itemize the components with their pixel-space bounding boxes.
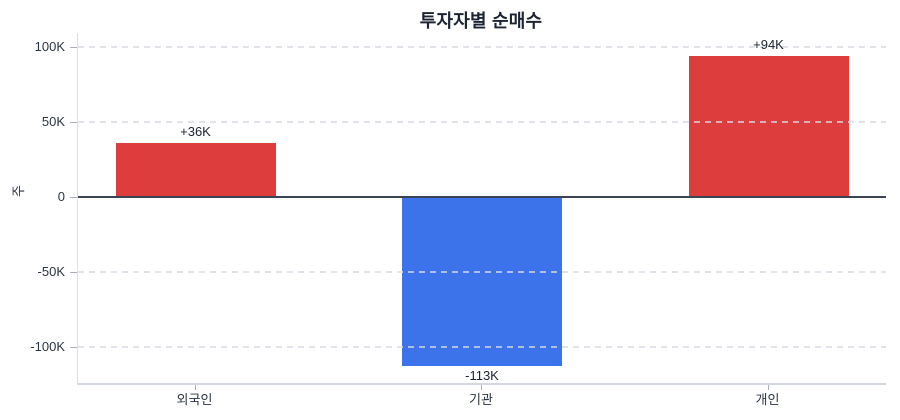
gridline <box>78 345 886 348</box>
bar-value-label: +36K <box>180 123 211 139</box>
y-tick-mark <box>70 271 77 273</box>
bar-value-label: +94K <box>753 36 784 52</box>
x-tick-mark <box>767 385 769 390</box>
y-tick-label: 100K <box>34 38 65 54</box>
x-tick-label: 외국인 <box>176 392 213 407</box>
chart-title: 투자자별 순매수 <box>419 11 543 31</box>
gridline <box>78 270 886 273</box>
bar-value-label: -113K <box>465 368 499 384</box>
y-tick-label: -50K <box>37 263 65 279</box>
plot-area: +36K -113K +94K <box>77 33 886 385</box>
y-tick-mark <box>70 346 77 348</box>
y-tick-label: 50K <box>41 113 65 129</box>
y-tick-mark <box>70 196 77 198</box>
y-axis-label: 주 <box>11 185 26 197</box>
x-tick-label: 개인 <box>755 392 780 407</box>
x-tick-mark <box>194 385 196 390</box>
bar <box>688 55 849 197</box>
y-tick-mark <box>70 121 77 123</box>
y-tick-label: -100K <box>30 338 65 354</box>
gridline <box>78 45 886 48</box>
bar <box>115 142 276 197</box>
gridline <box>78 120 886 123</box>
x-tick-mark <box>481 385 482 390</box>
x-tick-label: 기관 <box>469 392 493 407</box>
bar <box>402 196 562 367</box>
y-tick-mark <box>70 46 77 48</box>
zero-baseline <box>78 195 886 198</box>
